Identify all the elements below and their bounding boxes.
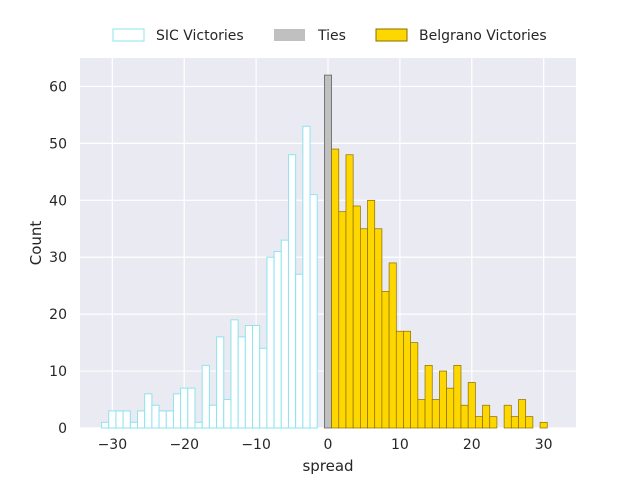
legend-label-belgrano-victories: Belgrano Victories [419,28,547,44]
bar-belgrano-victories [352,205,361,429]
y-tick-label: 60 [49,79,67,95]
y-tick-label: 40 [49,193,67,209]
bar-belgrano-victories [467,382,476,429]
bar-belgrano-victories [345,154,354,429]
bar-sic-victories [244,325,254,429]
bar-sic-victories [115,410,124,429]
y-tick-label: 30 [49,250,67,266]
bar-sic-victories [122,410,131,429]
y-tick-labels: 0 10 20 30 40 50 60 [49,79,67,437]
bar-belgrano-victories [482,404,491,429]
bar-sic-victories [252,325,261,429]
bar-sic-victories [129,421,139,429]
bar-belgrano-victories [331,148,340,429]
bar-sic-victories [273,251,282,429]
x-tick-label: −10 [241,437,271,453]
legend: SIC Victories Ties Belgrano Victories [112,28,547,44]
bar-sic-victories [302,125,311,429]
bar-belgrano-victories [439,370,447,429]
bar-belgrano-victories [417,399,426,429]
bar-belgrano-victories [431,399,440,429]
bar-belgrano-victories [410,342,419,429]
bar-sic-victories [137,410,146,429]
bar-sic-victories [194,421,203,429]
bar-belgrano-victories [475,416,483,429]
bar-belgrano-victories [510,416,519,429]
bar-belgrano-victories [518,399,527,429]
bar-sic-victories [266,256,275,429]
bar-belgrano-victories [453,365,462,429]
bar-sic-victories [280,239,289,429]
legend-swatch-belgrano-victories [375,28,408,42]
y-tick-label: 20 [49,307,67,323]
bar-sic-victories [101,421,110,429]
bar-belgrano-victories [539,421,548,429]
bar-sic-victories [187,387,196,429]
bar-sic-victories [230,319,239,429]
bar-sic-victories [172,393,182,429]
bar-sic-victories [287,154,297,429]
histogram-bars [101,74,548,429]
legend-swatch-sic-victories [112,28,145,42]
bar-sic-victories [223,399,232,429]
y-axis-label: Count [27,221,45,266]
legend-label-sic-victories: SIC Victories [156,28,244,44]
legend-label-ties: Ties [317,28,346,44]
bar-sic-victories [259,347,268,429]
y-tick-label: 50 [49,136,67,152]
bar-sic-victories [201,364,210,429]
bar-sic-victories [180,387,189,429]
bar-sic-victories [144,393,153,429]
bar-belgrano-victories [403,330,412,429]
bar-belgrano-victories [381,291,390,429]
bar-sic-victories [309,194,318,429]
y-tick-label: 10 [49,364,67,380]
bar-sic-victories [158,410,167,429]
bar-belgrano-victories [446,387,455,429]
x-axis-label: spread [302,457,353,475]
bar-ties [324,74,332,429]
bar-belgrano-victories [374,228,383,429]
bar-belgrano-victories [388,262,397,429]
x-tick-label: 0 [324,437,333,453]
bar-belgrano-victories [489,416,498,429]
bar-belgrano-victories [424,365,433,429]
bar-belgrano-victories [359,228,368,429]
x-tick-label: −30 [98,437,128,453]
x-tick-label: 10 [391,437,409,453]
bar-sic-victories [295,273,304,429]
bar-belgrano-victories [367,199,376,429]
y-tick-label: 0 [58,421,67,437]
bar-belgrano-victories [338,211,347,429]
bar-sic-victories [208,404,218,429]
bar-sic-victories [108,410,117,429]
bar-sic-victories [165,410,174,429]
legend-swatch-ties [274,29,305,41]
bar-belgrano-victories [395,330,404,429]
x-tick-labels: −30 −20 −10 0 10 20 30 [98,437,553,453]
bar-belgrano-victories [503,404,512,429]
bar-sic-victories [151,404,160,429]
x-tick-label: 30 [535,437,553,453]
bar-sic-victories [216,336,225,429]
bar-belgrano-victories [525,416,534,429]
x-tick-label: −20 [169,437,199,453]
bar-sic-victories [237,336,246,429]
bar-belgrano-victories [460,404,469,429]
x-tick-label: 20 [463,437,481,453]
